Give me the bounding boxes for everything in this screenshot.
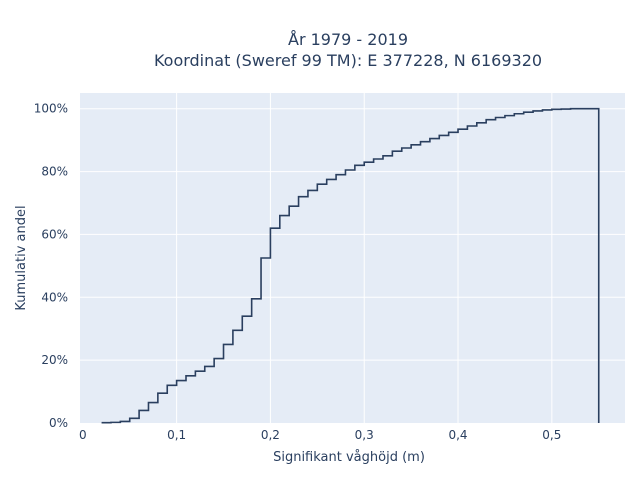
x-tick-label: 0 bbox=[79, 428, 87, 442]
x-tick-label: 0,5 bbox=[542, 428, 561, 442]
y-axis-title: Kumulativ andel bbox=[14, 205, 29, 310]
y-axis-ticks: 0% 20% 40% 60% 80% 100% bbox=[34, 102, 68, 430]
x-tick-label: 0,1 bbox=[167, 428, 186, 442]
y-tick-label: 80% bbox=[41, 165, 68, 179]
x-tick-label: 0,2 bbox=[261, 428, 280, 442]
x-tick-label: 0,4 bbox=[448, 428, 467, 442]
chart-title: År 1979 - 2019 bbox=[288, 30, 408, 49]
y-tick-label: 60% bbox=[41, 227, 68, 241]
y-tick-label: 20% bbox=[41, 353, 68, 367]
x-axis-title: Signifikant våghöjd (m) bbox=[273, 450, 425, 465]
plot-area bbox=[80, 93, 625, 423]
cdf-step-line bbox=[101, 107, 600, 424]
y-tick-label: 0% bbox=[49, 416, 68, 430]
gridlines bbox=[80, 93, 625, 423]
x-tick-label: 0,3 bbox=[355, 428, 374, 442]
x-axis-ticks: 0 0,1 0,2 0,3 0,4 0,5 bbox=[79, 428, 561, 442]
chart-subtitle: Koordinat (Sweref 99 TM): E 377228, N 61… bbox=[154, 51, 542, 70]
y-tick-label: 40% bbox=[41, 290, 68, 304]
y-tick-label: 100% bbox=[34, 102, 68, 116]
